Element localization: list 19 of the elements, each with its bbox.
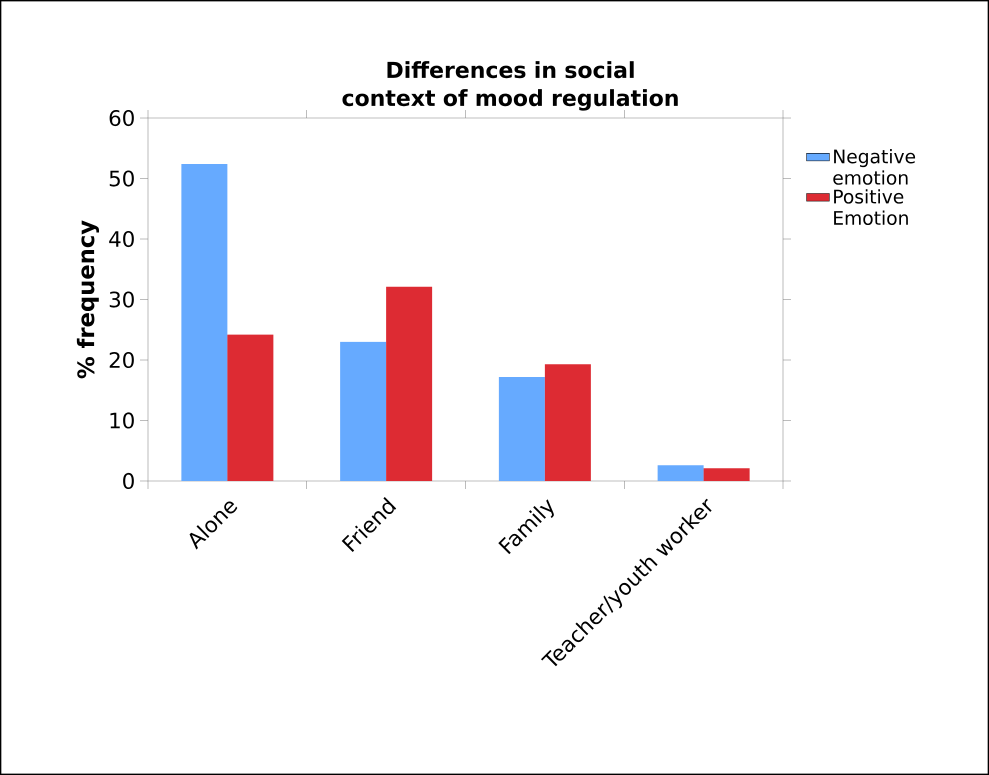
y-tick-label: 0 [123, 472, 134, 490]
bar [658, 465, 704, 481]
bar [386, 286, 432, 481]
y-tick-label: 10 [110, 412, 134, 429]
y-tick-label: 40 [109, 230, 134, 248]
y-tick-label: 20 [110, 352, 134, 368]
bar [498, 376, 545, 481]
bar [704, 468, 750, 481]
y-tick-label: 60 [110, 110, 134, 126]
bar [181, 164, 228, 481]
bar [340, 342, 386, 481]
bar [227, 334, 274, 481]
chart-title: Differences in social context of mood regulation [342, 61, 678, 111]
legend-label: Positive Emotion [834, 189, 908, 225]
y-tick-label: 50 [110, 170, 134, 187]
bar [544, 364, 591, 481]
y-axis-title: % frequency [76, 220, 99, 378]
legend-label: Negative emotion [833, 149, 916, 185]
y-tick-label: 30 [110, 291, 134, 308]
